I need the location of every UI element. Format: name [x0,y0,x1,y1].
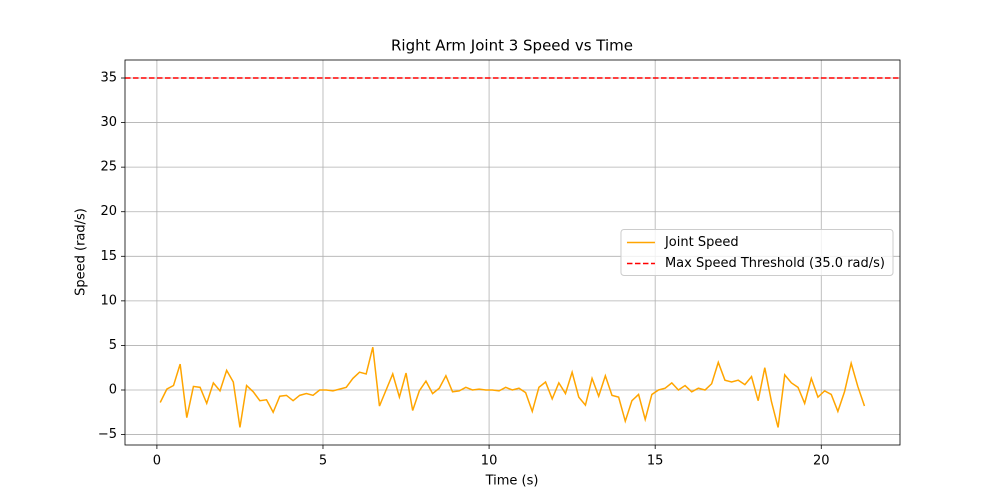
y-tick-label: −5 [98,427,117,442]
y-tick-label: 10 [100,293,117,308]
plot-frame [124,59,901,446]
y-tick-label: 0 [109,383,117,398]
y-tick-label: 25 [100,160,117,175]
chart-title: Right Arm Joint 3 Speed vs Time [391,37,633,55]
x-tick-label: 5 [319,454,327,469]
x-tick-label: 0 [153,454,161,469]
y-tick-label: 35 [100,71,117,86]
legend: Joint Speed Max Speed Threshold (35.0 rad… [620,229,894,276]
y-tick-label: 5 [109,338,117,353]
y-tick-label: 20 [100,204,117,219]
y-tick-label: 30 [100,115,117,130]
legend-label: Max Speed Threshold (35.0 rad/s) [665,256,885,271]
legend-label: Joint Speed [664,235,739,250]
y-tick-label: 15 [100,249,117,264]
x-tick-label: 20 [813,454,830,469]
x-axis-label: Time (s) [485,474,539,489]
data-line [159,347,866,428]
y-axis-label: Speed (rad/s) [74,208,89,296]
x-tick-label: 15 [647,454,664,469]
legend-box [620,229,894,276]
x-tick-label: 10 [481,454,498,469]
